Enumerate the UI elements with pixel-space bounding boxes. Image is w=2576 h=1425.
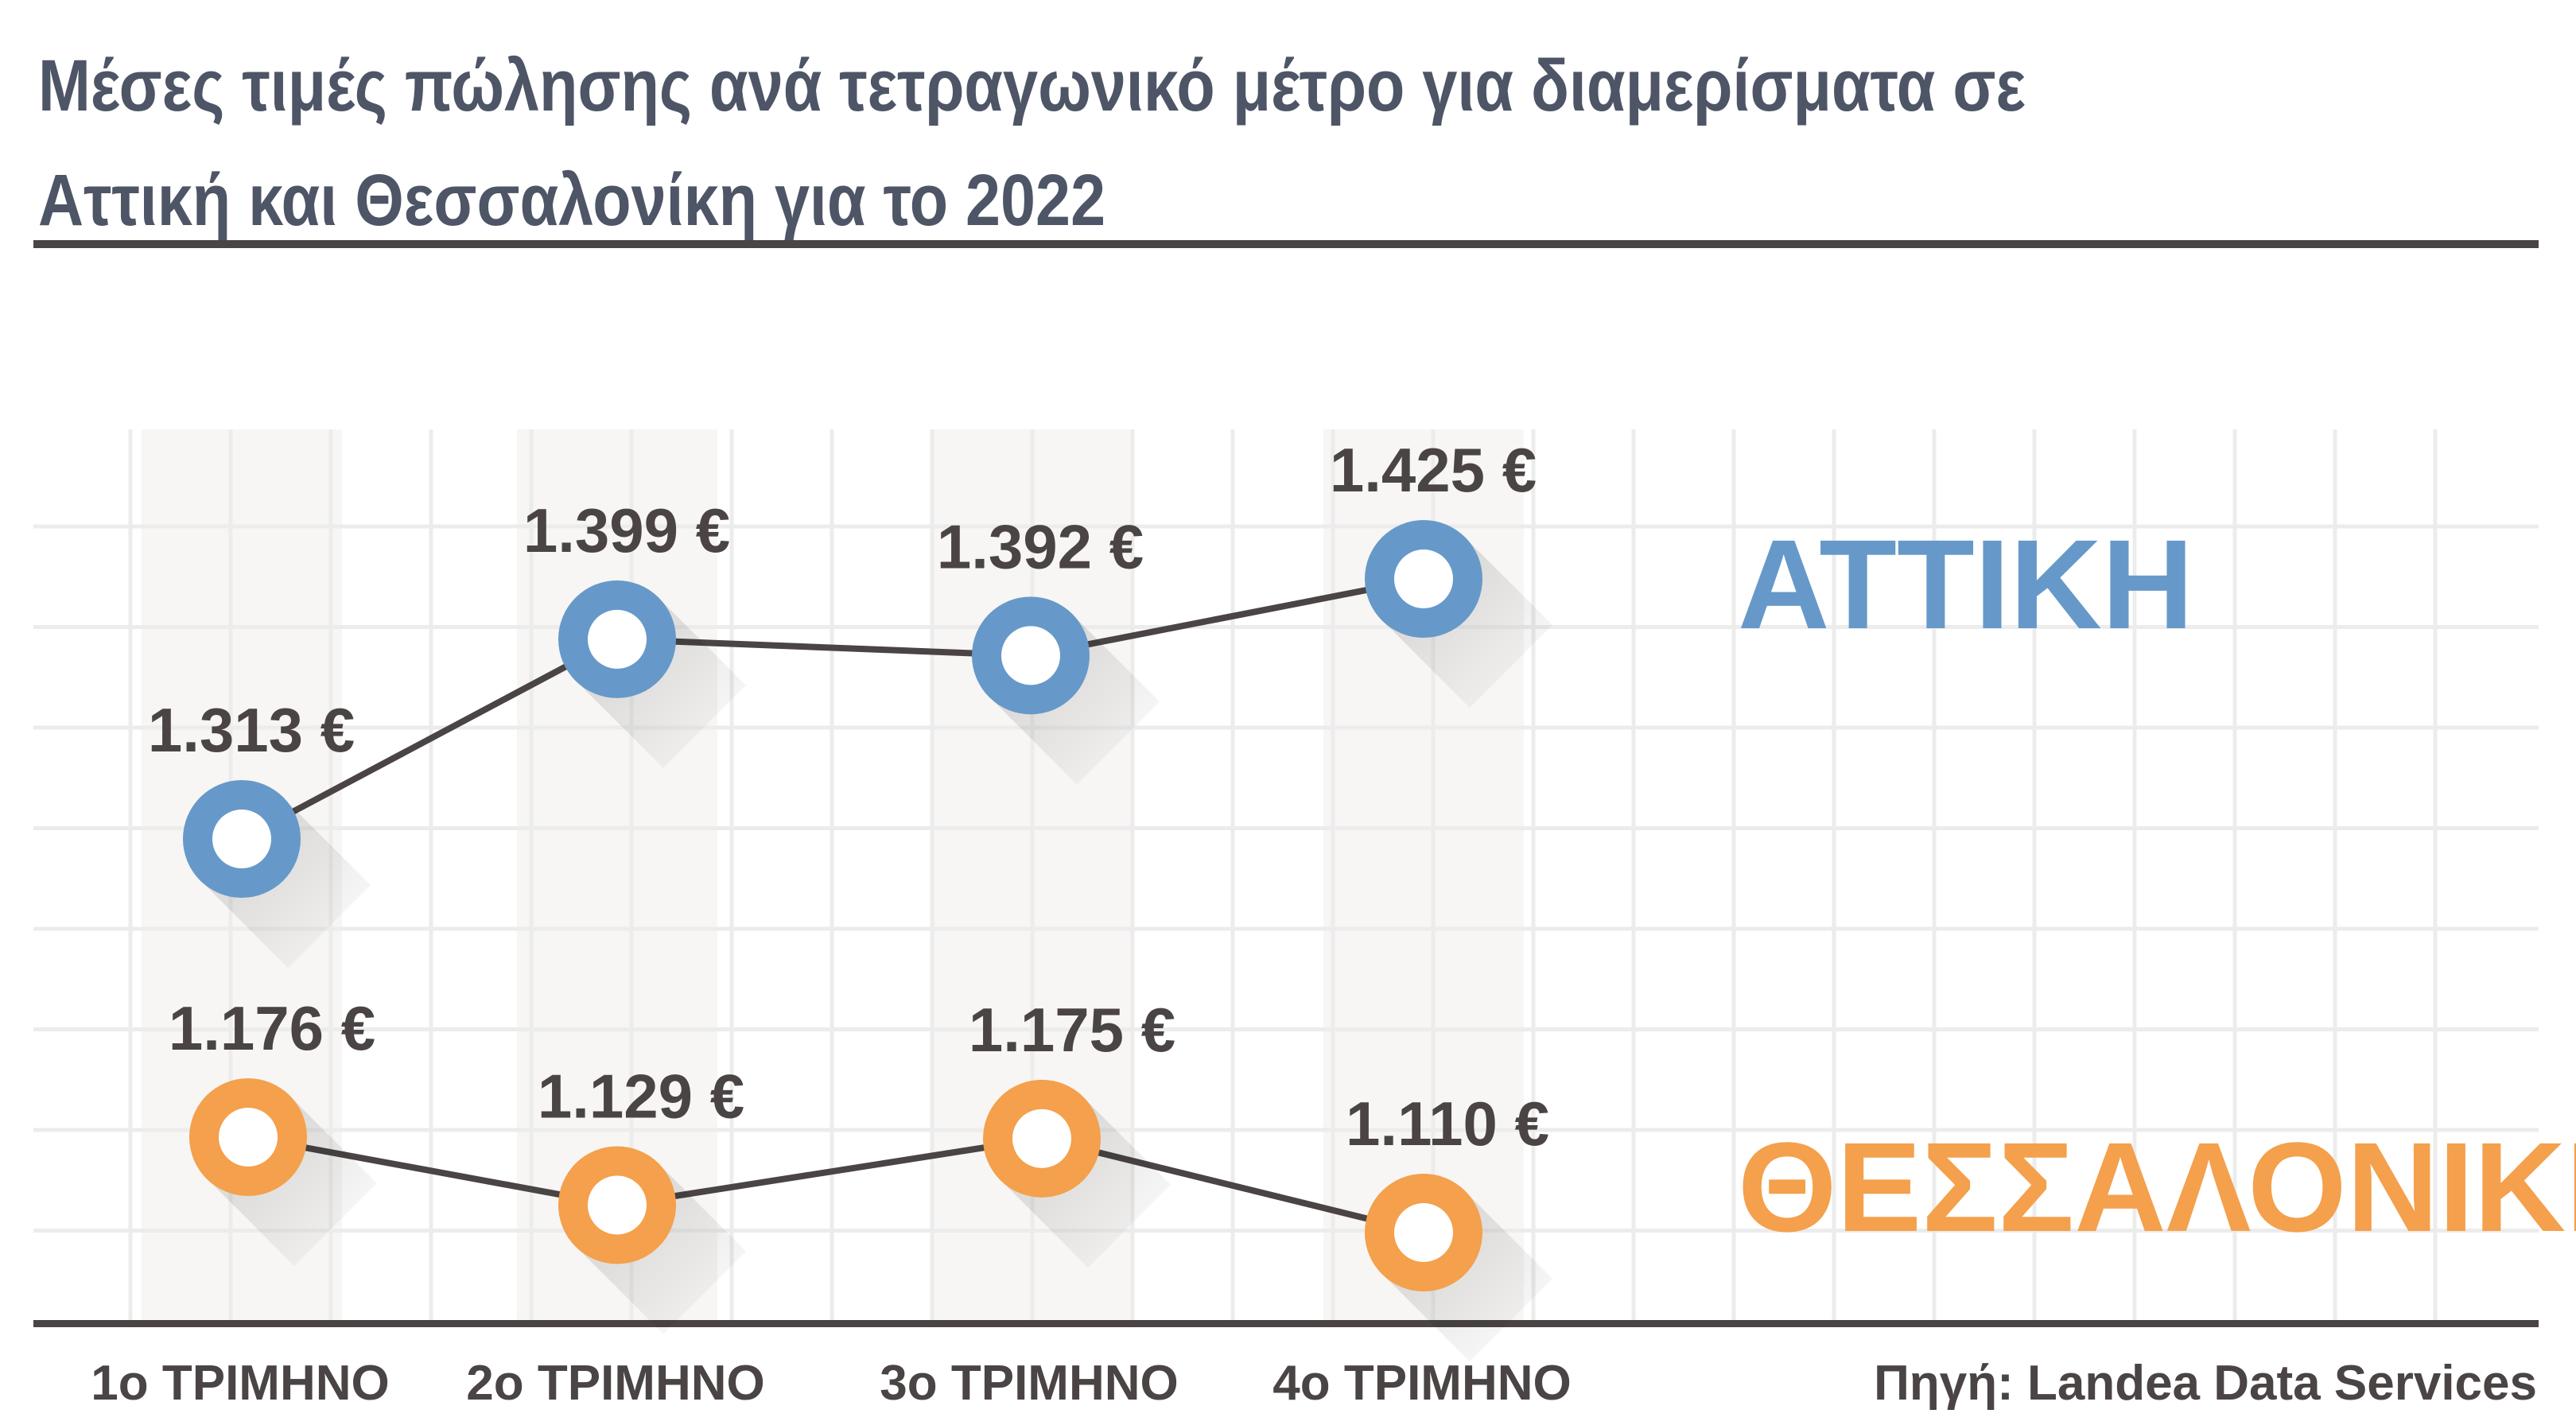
x-tick-label: 3ο ΤΡΙΜΗΝΟ — [880, 1356, 1178, 1411]
data-point-marker-center — [1394, 1203, 1453, 1262]
x-tick-label: 2ο ΤΡΙΜΗΝΟ — [466, 1356, 764, 1411]
data-label: 1.392 € — [937, 511, 1144, 581]
source-note: Πηγή: Landea Data Services — [1874, 1356, 2537, 1411]
grid — [33, 429, 2539, 1320]
series-lines — [240, 576, 1424, 1236]
series-name-label: ΑΤΤΙΚΗ — [1738, 513, 2193, 655]
title-divider — [33, 240, 2539, 248]
data-label: 1.176 € — [169, 993, 375, 1063]
data-point-marker-center — [1394, 549, 1453, 608]
x-axis-baseline — [33, 1320, 2539, 1327]
series-line-0 — [240, 576, 1424, 842]
data-point-marker-center — [212, 810, 271, 868]
series-name-label: ΘΕΣΣΑΛΟΝΙΚΗ — [1738, 1116, 2576, 1258]
data-label: 1.175 € — [969, 995, 1175, 1065]
data-label: 1.425 € — [1330, 435, 1537, 505]
data-label: 1.110 € — [1346, 1089, 1549, 1159]
data-point-marker-center — [1012, 1109, 1071, 1168]
x-tick-label: 1ο ΤΡΙΜΗΝΟ — [91, 1356, 389, 1411]
series-names: ΑΤΤΙΚΗ ΘΕΣΣΑΛΟΝΙΚΗ — [1738, 513, 2576, 1258]
x-axis-ticks: 1ο ΤΡΙΜΗΝΟ 2ο ΤΡΙΜΗΝΟ 3ο ΤΡΙΜΗΝΟ 4ο ΤΡΙΜΗΝΟ — [91, 1356, 1571, 1411]
data-label: 1.129 € — [538, 1061, 744, 1131]
data-point-marker-center — [1001, 626, 1060, 685]
data-label: 1.313 € — [148, 695, 355, 765]
value-labels: 1.313 € 1.399 € 1.392 € 1.425 € 1.176 € 1.129… — [148, 435, 1549, 1159]
data-label: 1.399 € — [523, 495, 730, 565]
data-point-marker-center — [588, 609, 647, 669]
series-line-1 — [247, 1134, 1424, 1236]
data-point-marker-center — [219, 1108, 278, 1167]
chart-title: Μέσες τιμές πώλησης ανά τετραγωνικό μέτρ… — [38, 45, 2026, 241]
x-tick-label: 4ο ΤΡΙΜΗΝΟ — [1272, 1356, 1571, 1411]
series-markers — [183, 520, 1552, 1361]
data-point-marker-center — [588, 1175, 647, 1235]
